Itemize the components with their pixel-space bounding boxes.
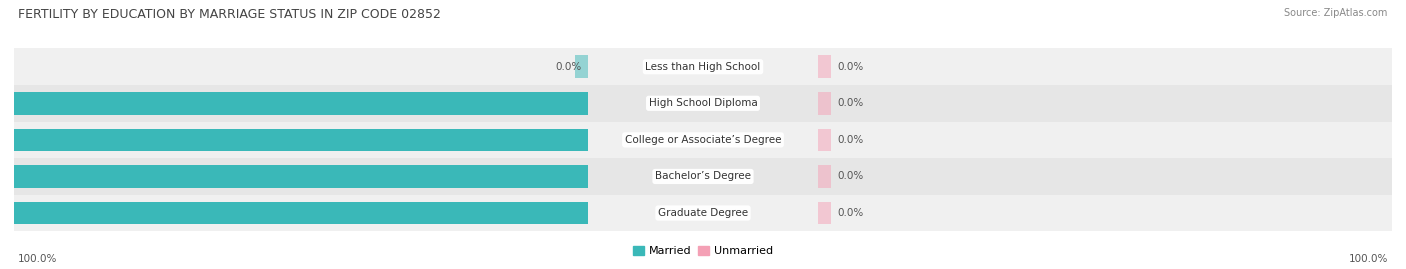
- Bar: [0, 92, 588, 115]
- Text: Bachelor’s Degree: Bachelor’s Degree: [655, 171, 751, 182]
- Text: College or Associate’s Degree: College or Associate’s Degree: [624, 135, 782, 145]
- Bar: [0, 129, 588, 151]
- Bar: [0, 202, 588, 224]
- Text: 0.0%: 0.0%: [837, 171, 863, 182]
- Text: 0.0%: 0.0%: [555, 62, 582, 72]
- Text: Less than High School: Less than High School: [645, 62, 761, 72]
- Text: Source: ZipAtlas.com: Source: ZipAtlas.com: [1284, 8, 1388, 18]
- Bar: [818, 129, 831, 151]
- Text: 0.0%: 0.0%: [837, 98, 863, 108]
- Bar: [14, 195, 1392, 231]
- Text: 100.0%: 100.0%: [0, 171, 7, 182]
- Text: FERTILITY BY EDUCATION BY MARRIAGE STATUS IN ZIP CODE 02852: FERTILITY BY EDUCATION BY MARRIAGE STATU…: [18, 8, 441, 21]
- Bar: [575, 55, 588, 78]
- Text: 0.0%: 0.0%: [837, 135, 863, 145]
- Text: 0.0%: 0.0%: [837, 62, 863, 72]
- Bar: [14, 158, 1392, 195]
- Legend: Married, Unmarried: Married, Unmarried: [628, 242, 778, 261]
- Bar: [818, 92, 831, 115]
- Text: Graduate Degree: Graduate Degree: [658, 208, 748, 218]
- Text: 100.0%: 100.0%: [0, 208, 7, 218]
- Bar: [14, 48, 1392, 85]
- Bar: [818, 165, 831, 188]
- Bar: [14, 122, 1392, 158]
- Text: 100.0%: 100.0%: [0, 98, 7, 108]
- Bar: [818, 55, 831, 78]
- Text: 100.0%: 100.0%: [18, 254, 58, 264]
- Bar: [14, 85, 1392, 122]
- Text: 100.0%: 100.0%: [0, 135, 7, 145]
- Text: High School Diploma: High School Diploma: [648, 98, 758, 108]
- Text: 100.0%: 100.0%: [1348, 254, 1388, 264]
- Bar: [0, 165, 588, 188]
- Bar: [818, 202, 831, 224]
- Text: 0.0%: 0.0%: [837, 208, 863, 218]
